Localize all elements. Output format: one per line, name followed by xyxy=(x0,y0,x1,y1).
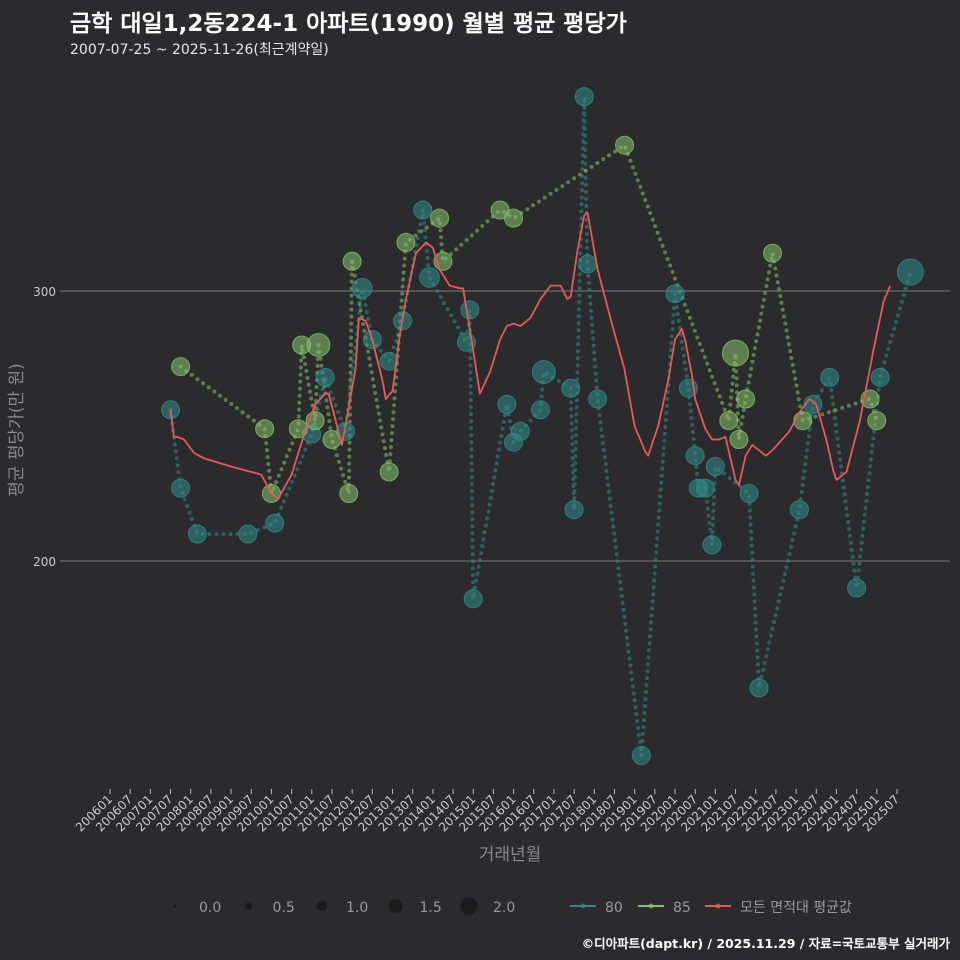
series-80-point xyxy=(749,678,769,698)
series-80-point xyxy=(789,500,809,520)
size-legend-circle xyxy=(316,900,328,912)
series-80-point xyxy=(896,258,924,286)
chart-subtitle: 2007-07-25 ~ 2025-11-26(최근계약일) xyxy=(70,42,329,58)
size-legend-label: 0.0 xyxy=(199,900,221,916)
series-80-point xyxy=(238,524,258,544)
series-80-point xyxy=(413,200,433,220)
series-80-point xyxy=(351,278,373,299)
series-80-point xyxy=(564,500,584,520)
chart-title: 금학 대일1,2동224-1 아파트(1990) 월별 평균 평당가 xyxy=(70,11,627,37)
series-80-point xyxy=(847,578,867,598)
y-tick-label: 300 xyxy=(33,285,56,299)
y-axis-title: 평균 평당가(만 원) xyxy=(7,363,27,497)
size-legend-label: 2.0 xyxy=(493,900,515,916)
series-80-point xyxy=(820,367,840,387)
size-legend-label: 1.5 xyxy=(420,900,442,916)
series-85-point xyxy=(342,251,362,271)
x-axis-title: 거래년월 xyxy=(479,845,542,865)
series-85-point xyxy=(396,232,416,252)
series-80-point xyxy=(530,400,550,420)
y-tick-label: 200 xyxy=(33,555,56,569)
series-80-point xyxy=(870,367,890,387)
series-85-point xyxy=(729,430,749,449)
legend-label: 85 xyxy=(673,900,691,916)
series-80-point xyxy=(315,367,335,387)
series-85-point xyxy=(171,357,191,377)
legend-label: 80 xyxy=(605,900,623,916)
series-80-point xyxy=(631,745,651,765)
legend-dot-85 xyxy=(648,903,654,909)
series-80-point xyxy=(578,254,598,274)
size-legend-circle xyxy=(460,897,478,915)
average-line xyxy=(169,211,892,500)
series-85-point xyxy=(504,208,524,228)
series-85-point xyxy=(306,333,331,357)
size-legend-label: 0.5 xyxy=(273,900,295,916)
series-80-point xyxy=(463,589,483,609)
size-legend-circle xyxy=(388,899,403,913)
series-80-point xyxy=(561,378,581,398)
series-85-point xyxy=(255,419,275,439)
size-legend-circle xyxy=(173,904,177,908)
series-85-point xyxy=(379,462,399,482)
legend-label: 모든 면적대 평균값 xyxy=(740,900,852,916)
series-80-point xyxy=(695,478,715,498)
series-80-point xyxy=(685,446,705,466)
series-80-point xyxy=(187,524,207,544)
series-80-point xyxy=(379,351,399,371)
size-legend-circle xyxy=(245,902,252,910)
legend-dot-모든 면적대 평균값 xyxy=(715,903,721,909)
series-80-point xyxy=(531,360,556,384)
series-80-point xyxy=(265,513,285,533)
series-85-point xyxy=(615,135,635,155)
series-80-point xyxy=(510,421,530,441)
series-80-point xyxy=(497,394,517,414)
series-85-point xyxy=(763,243,783,263)
legend-dot-80 xyxy=(580,903,586,909)
series-85-point xyxy=(722,339,750,367)
series-80-point xyxy=(460,300,480,320)
series-85-point xyxy=(339,484,359,503)
series-80-point xyxy=(665,284,685,304)
series-85-point xyxy=(430,208,450,228)
size-legend-label: 1.0 xyxy=(346,900,368,916)
series-85-point xyxy=(867,411,887,431)
series-80-point xyxy=(574,87,594,107)
series-80-point xyxy=(739,484,759,503)
series-85-point xyxy=(793,411,813,431)
series-80-point xyxy=(588,389,608,409)
series-80-point xyxy=(702,535,722,555)
series-85-point xyxy=(736,389,756,409)
series-85-point xyxy=(719,411,739,431)
series-85-point xyxy=(288,419,308,439)
series-80-point xyxy=(171,478,191,498)
caption: ©디아파트(dapt.kr) / 2025.11.29 / 자료=국토교통부 실… xyxy=(581,936,950,951)
series-80-point xyxy=(419,267,440,288)
series-80-point xyxy=(705,457,725,476)
